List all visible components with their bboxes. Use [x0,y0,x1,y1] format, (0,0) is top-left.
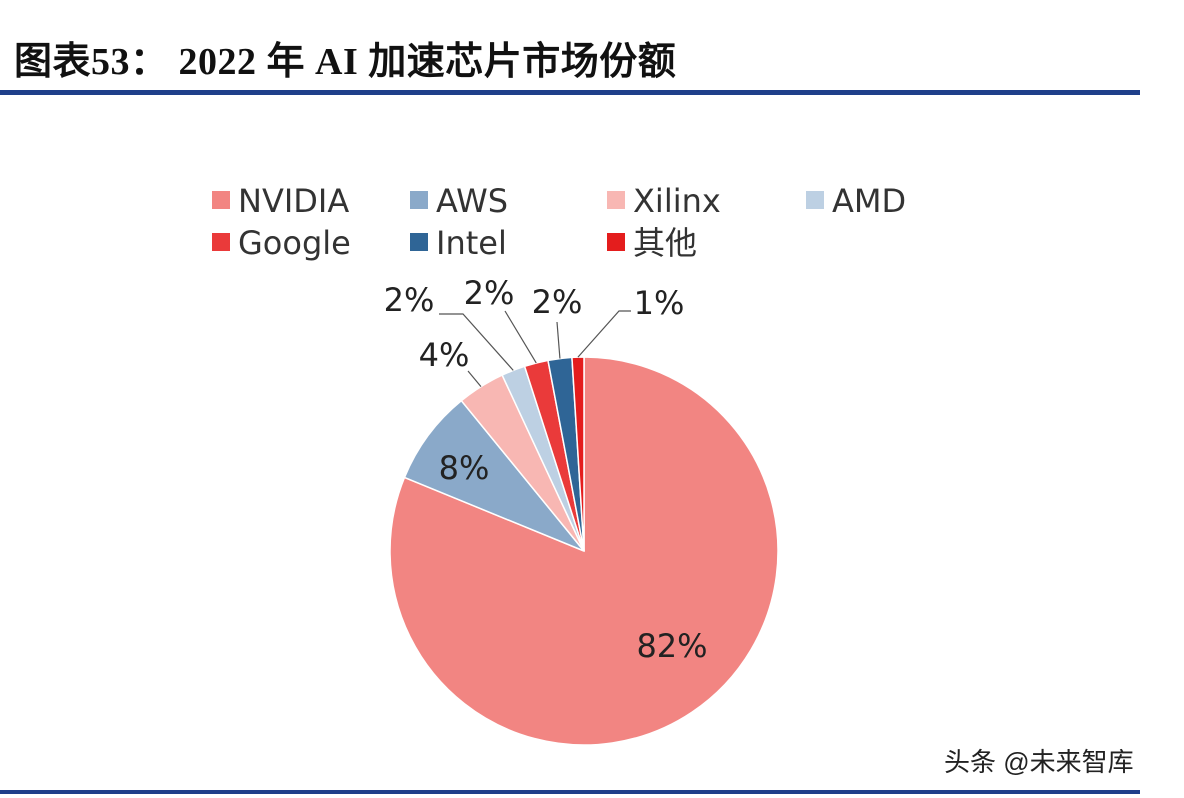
legend-swatch-google [212,233,230,251]
leader-line-intel [556,321,561,359]
watermark: 头条 @未来智库 [944,747,1134,777]
leader-line-amd [439,313,514,371]
legend-label-intel: Intel [436,224,507,262]
data-labels: 82% 8% 4% 2% 2% 2% 1% [384,274,708,665]
legend-label-google: Google [238,224,351,262]
data-label-xilinx: 4% [419,336,470,374]
data-label-other: 1% [634,284,685,322]
legend: NVIDIA AWS Xilinx AMD Google Intel 其他 [212,182,906,262]
data-label-intel: 2% [532,283,583,321]
legend-swatch-xilinx [607,191,625,209]
leader-line-xilinx [467,370,482,388]
pie-slice-aws [403,399,585,552]
leader-line-other [577,310,631,358]
data-label-nvidia: 82% [636,627,707,665]
data-label-google: 2% [464,274,515,312]
data-label-amd: 2% [384,281,435,319]
legend-swatch-aws [410,191,428,209]
legend-swatch-nvidia [212,191,230,209]
leader-line-google [504,310,537,364]
legend-swatch-intel [410,233,428,251]
legend-label-nvidia: NVIDIA [238,182,349,220]
legend-label-aws: AWS [436,182,508,220]
legend-label-xilinx: Xilinx [633,182,721,220]
legend-label-amd: AMD [832,182,906,220]
data-label-aws: 8% [439,449,490,487]
page-title: 图表53： 2022 年 AI 加速芯片市场份额 [14,41,677,83]
legend-label-other: 其他 [633,224,697,262]
legend-swatch-other [607,233,625,251]
title-divider [0,90,1140,95]
footer-divider [0,790,1140,794]
legend-swatch-amd [806,191,824,209]
pie-slices [389,356,779,746]
leader-lines [439,310,631,388]
